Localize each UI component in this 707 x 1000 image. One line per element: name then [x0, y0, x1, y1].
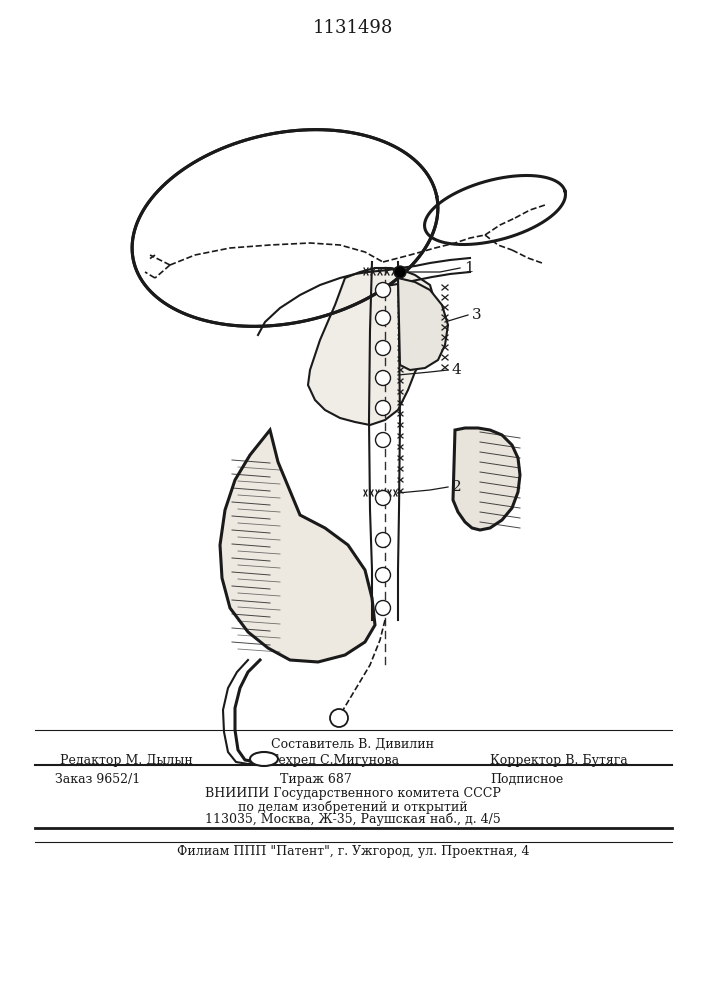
- Text: Подписное: Подписное: [490, 773, 563, 786]
- Circle shape: [375, 310, 390, 326]
- Text: Техред С.Мигунова: Техред С.Мигунова: [270, 754, 399, 767]
- Text: Тираж 687: Тираж 687: [280, 773, 352, 786]
- Polygon shape: [398, 278, 448, 370]
- Text: Заказ 9652/1: Заказ 9652/1: [55, 773, 140, 786]
- Text: 1131498: 1131498: [312, 19, 393, 37]
- Text: ВНИИПИ Государственного комитета СССР: ВНИИПИ Государственного комитета СССР: [205, 787, 501, 800]
- Text: по делам изобретений и открытий: по делам изобретений и открытий: [238, 800, 468, 814]
- Polygon shape: [453, 428, 520, 530]
- Text: 113035, Москва, Ж-35, Раушская наб., д. 4/5: 113035, Москва, Ж-35, Раушская наб., д. …: [205, 813, 501, 826]
- Text: Корректор В. Бутяга: Корректор В. Бутяга: [490, 754, 628, 767]
- Polygon shape: [220, 430, 375, 662]
- Polygon shape: [132, 130, 438, 326]
- Circle shape: [375, 490, 390, 506]
- Ellipse shape: [250, 752, 278, 766]
- Circle shape: [375, 340, 390, 356]
- Circle shape: [375, 370, 390, 385]
- Circle shape: [375, 532, 390, 548]
- Polygon shape: [308, 268, 435, 425]
- Circle shape: [375, 600, 390, 615]
- Circle shape: [375, 568, 390, 582]
- Circle shape: [375, 400, 390, 416]
- Circle shape: [330, 709, 348, 727]
- Text: Составитель В. Дивилин: Составитель В. Дивилин: [271, 738, 435, 751]
- Text: Филиам ППП "Патент", г. Ужгород, ул. Проектная, 4: Филиам ППП "Патент", г. Ужгород, ул. Про…: [177, 845, 530, 858]
- Text: 1: 1: [464, 261, 474, 275]
- Text: 2: 2: [452, 480, 462, 494]
- Circle shape: [375, 282, 390, 298]
- Text: 3: 3: [472, 308, 481, 322]
- Polygon shape: [424, 175, 566, 245]
- Circle shape: [394, 266, 406, 278]
- Circle shape: [375, 432, 390, 448]
- Text: Редактор М. Дылын: Редактор М. Дылын: [60, 754, 193, 767]
- Text: 4: 4: [452, 363, 462, 377]
